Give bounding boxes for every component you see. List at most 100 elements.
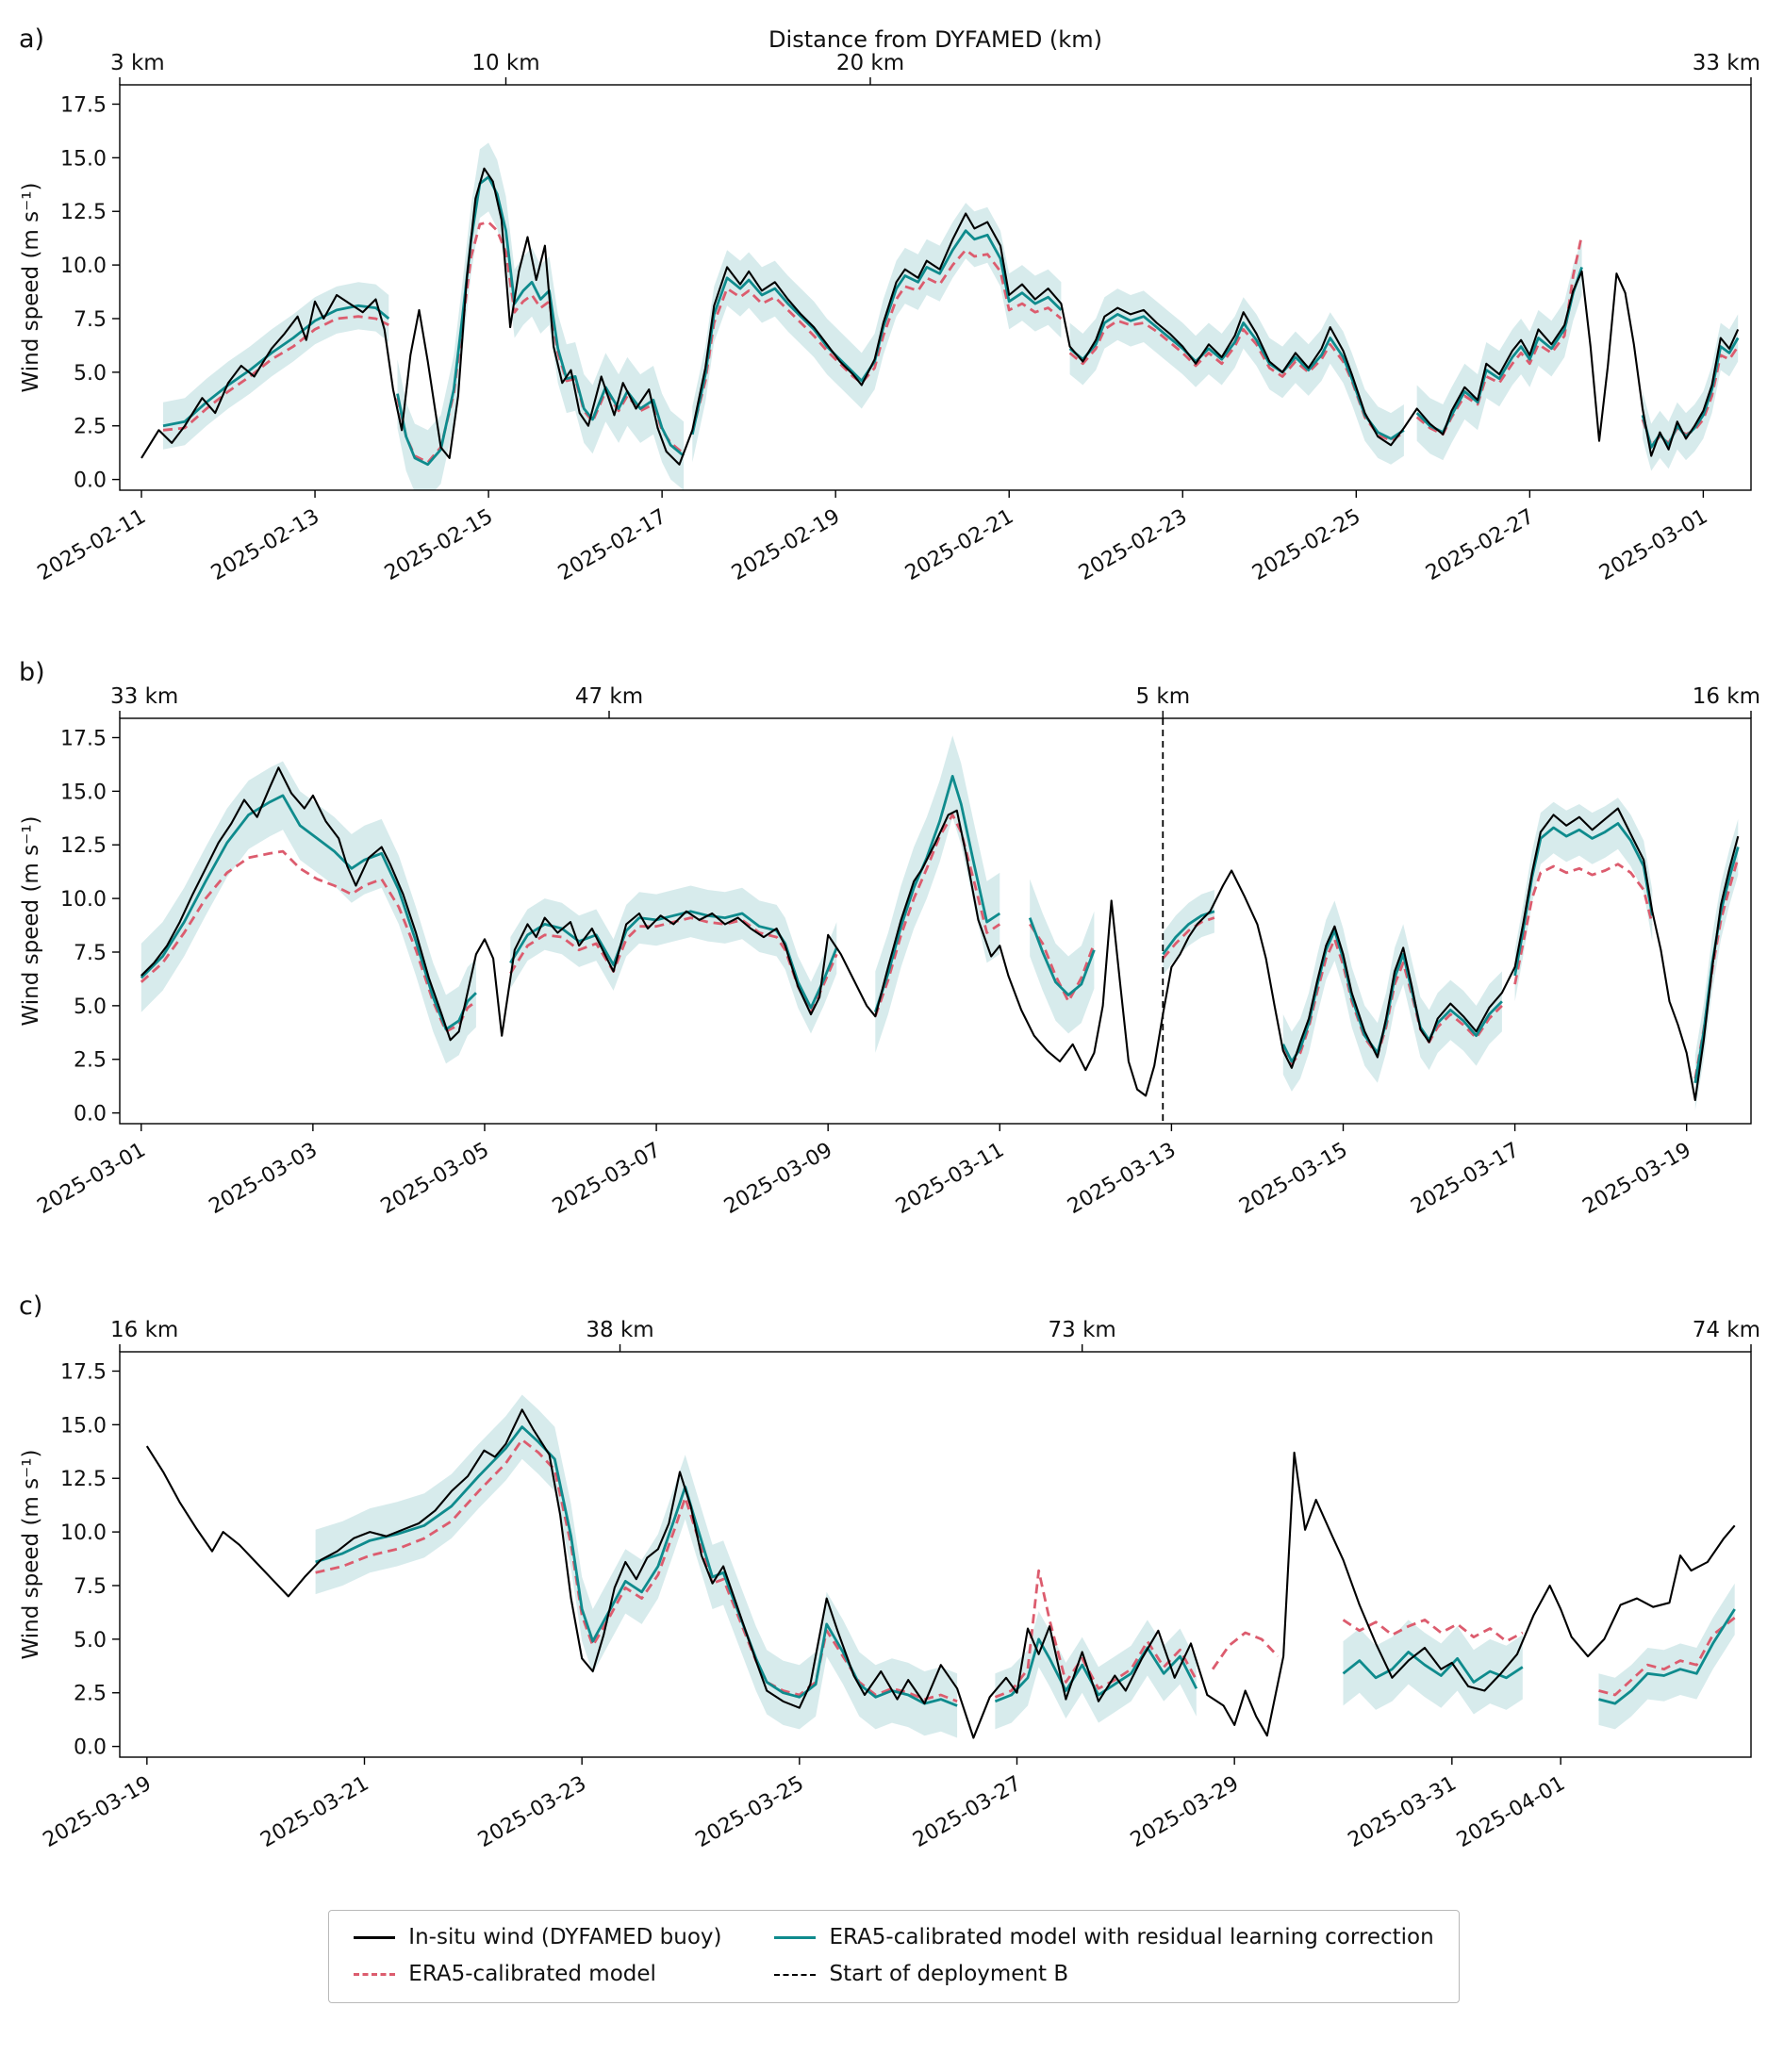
panel-c: c) 0.0 2.5 5.0 7.5 10.0 12.5 15.0 17.5 Wind speed… [11,1276,1776,1859]
era5-model-line [1342,1619,1524,1643]
corrected-model-line [1162,910,1215,956]
distance-label: 73 km [1049,1318,1116,1342]
x-tick-label: 2025-02-27 [1422,505,1538,586]
panel-letter: a) [19,25,44,54]
y-tick-label: 12.5 [60,834,107,858]
x-tick-label: 2025-03-23 [474,1772,590,1853]
legend-label-insitu: In-situ wind (DYFAMED buoy) [408,1925,722,1949]
corrected-model-line [1068,313,1405,440]
x-tick-label: 2025-03-17 [1407,1139,1523,1220]
corrected-model-line [140,794,477,1031]
x-tick-label: 2025-03-01 [34,1139,150,1220]
legend-label-corrected: ERA5-calibrated model with residual lear… [829,1925,1434,1949]
x-tick-label: 2025-04-01 [1453,1772,1569,1853]
y-tick-label: 2.5 [74,416,107,439]
era5-model-line [1598,1617,1736,1697]
distance-label: 3 km [110,51,165,75]
panel-letter: c) [19,1291,42,1321]
uncertainty-band [995,1611,1197,1730]
y-tick-label: 2.5 [74,1049,107,1073]
y-tick-label: 5.0 [74,1629,107,1653]
x-tick-label: 2025-03-01 [1595,505,1711,586]
era5-model-line [509,916,838,1014]
insitu-wind-line [140,167,1740,466]
uncertainty-band [1069,288,1404,465]
x-tick-label: 2025-03-15 [1235,1139,1351,1220]
x-tick-label: 2025-03-19 [40,1772,156,1853]
uncertainty-band [875,735,1000,1053]
top-axis-title: Distance from DYFAMED (km) [768,26,1102,53]
x-tick-label: 2025-03-31 [1345,1772,1461,1853]
distance-label: 5 km [1135,684,1190,709]
y-tick-label: 15.0 [60,781,107,804]
y-axis-label: Wind speed (m s⁻¹) [19,1450,43,1660]
x-tick-label: 2025-02-19 [728,505,844,586]
plot-spines [119,84,1752,491]
distance-label: 38 km [586,1318,653,1342]
x-tick-label: 2025-03-07 [549,1139,665,1220]
uncertainty-band [163,282,389,450]
y-tick-label: 17.5 [60,727,107,750]
distance-label: 10 km [471,51,539,75]
y-tick-label: 5.0 [74,995,107,1019]
uncertainty-band [692,203,1062,463]
distance-label: 16 km [1693,684,1760,709]
panel-b-plot: b) 0.0 2.5 5.0 7.5 10.0 12.5 15.0 17.5 Wind speed… [19,658,1760,1220]
corrected-model-line [162,304,390,428]
uncertainty-band [1598,1583,1735,1730]
era5-model-line [1162,916,1215,960]
plot-spines [119,1351,1752,1758]
panel-letter: b) [19,658,45,687]
y-tick-label: 12.5 [60,201,107,224]
corrected-line-swatch [774,1936,817,1940]
era5-model-line [1029,923,1096,1003]
x-tick-label: 2025-02-11 [34,505,150,586]
distance-label: 20 km [836,51,904,75]
x-tick-label: 2025-02-23 [1075,505,1191,586]
distance-label: 74 km [1693,1318,1760,1342]
legend-item-corrected: ERA5-calibrated model with residual lear… [774,1925,1434,1949]
legend-column-2: ERA5-calibrated model with residual lear… [774,1925,1434,1987]
x-tick-label: 2025-02-25 [1248,505,1364,586]
era5-model-line [162,315,389,432]
uncertainty-band [1163,890,1214,976]
era5-model-line [1693,857,1740,1079]
distance-label: 33 km [110,684,178,709]
y-tick-label: 15.0 [60,147,107,171]
y-axis-label: Wind speed (m s⁻¹) [19,183,43,393]
x-tick-label: 2025-03-09 [720,1139,836,1220]
era5-model-line [1513,863,1654,985]
x-tick-label: 2025-03-27 [909,1772,1025,1853]
insitu-line-swatch [354,1936,396,1940]
x-tick-label: 2025-02-17 [554,505,670,586]
y-tick-label: 10.0 [60,888,107,912]
corrected-model-line [1028,917,1096,996]
uncertainty-band [1416,238,1582,461]
panel-a: a) Distance from DYFAMED (km) 0.0 2.5 5.0 7.5… [11,9,1776,592]
era5-line-swatch [354,1973,396,1977]
corrected-model-line [994,1637,1198,1703]
deployment-line-swatch [774,1973,817,1976]
uncertainty-band [1030,879,1095,1034]
legend-item-insitu: In-situ wind (DYFAMED buoy) [354,1925,722,1949]
era5-model-line [1415,235,1583,436]
y-tick-label: 0.0 [74,1736,107,1760]
insitu-wind-line [145,1408,1736,1739]
y-tick-label: 10.0 [60,1521,107,1545]
y-tick-label: 7.5 [74,942,107,965]
x-tick-label: 2025-03-21 [256,1772,372,1853]
uncertainty-band [1343,1620,1523,1715]
y-tick-label: 17.5 [60,93,107,117]
y-axis-label: Wind speed (m s⁻¹) [19,816,43,1027]
y-tick-label: 7.5 [74,1575,107,1599]
wind-speed-figure: a) Distance from DYFAMED (km) 0.0 2.5 5.0 7.5… [11,9,1776,2003]
era5-model-line [690,248,1063,433]
y-tick-label: 7.5 [74,308,107,332]
y-tick-label: 15.0 [60,1414,107,1438]
x-tick-label: 2025-02-15 [381,505,497,586]
legend-column-1: In-situ wind (DYFAMED buoy) ERA5-calibra… [354,1925,722,1987]
distance-label: 33 km [1693,51,1760,75]
uncertainty-band [140,761,476,1064]
x-tick-label: 2025-03-29 [1127,1772,1243,1853]
y-tick-label: 12.5 [60,1468,107,1491]
